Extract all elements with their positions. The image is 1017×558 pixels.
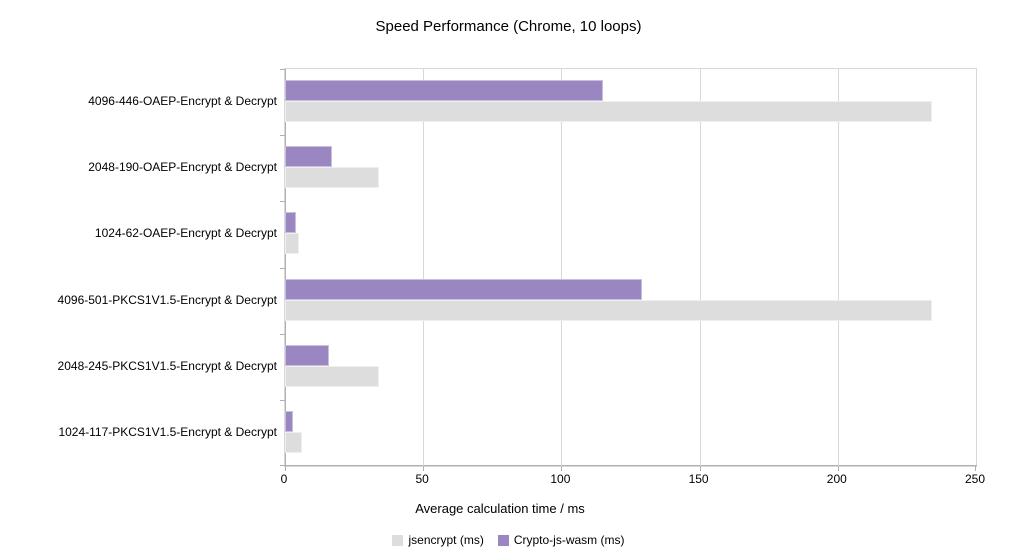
bar-crypto-js-wasm: [285, 146, 332, 167]
legend-label: Crypto-js-wasm (ms): [513, 533, 625, 547]
chart-title: Speed Performance (Chrome, 10 loops): [375, 18, 642, 35]
y-tick-mark: [280, 465, 285, 466]
legend: jsencrypt (ms) Crypto-js-wasm (ms): [0, 533, 1017, 547]
x-tick-mark-250: [975, 466, 976, 471]
y-tick-mark: [280, 400, 285, 401]
legend-label: jsencrypt (ms): [408, 533, 484, 547]
x-tick-label-250: 250: [964, 472, 986, 486]
bar-jsencrypt: [285, 101, 932, 122]
x-tick-mark-100: [561, 466, 563, 471]
y-axis-label: 2048-245-PKCS1V1.5-Encrypt & Decrypt: [57, 359, 277, 373]
bar-jsencrypt: [285, 300, 932, 321]
x-tick-mark-50: [423, 466, 425, 471]
y-tick-mark: [280, 268, 285, 269]
y-axis-label: 1024-62-OAEP-Encrypt & Decrypt: [94, 226, 277, 240]
x-axis-line: [284, 465, 977, 466]
bar-crypto-js-wasm: [285, 411, 294, 432]
y-axis-label: 4096-501-PKCS1V1.5-Encrypt & Decrypt: [57, 293, 277, 307]
bar-crypto-js-wasm: [285, 80, 603, 101]
x-tick-label-50: 50: [415, 472, 429, 486]
y-axis-label: 2048-190-OAEP-Encrypt & Decrypt: [88, 160, 277, 174]
x-axis-title: Average calculation time / ms: [415, 501, 585, 516]
y-axis-label: 1024-117-PKCS1V1.5-Encrypt & Decrypt: [58, 425, 277, 439]
y-axis-labels: 4096-446-OAEP-Encrypt & Decrypt 2048-190-…: [0, 68, 277, 465]
bar-jsencrypt: [285, 366, 379, 387]
y-tick-mark: [280, 69, 285, 70]
x-tick-mark-200: [837, 466, 839, 471]
y-tick-mark: [280, 201, 285, 202]
legend-swatch-icon: [497, 534, 509, 546]
gridline-50: [423, 69, 425, 466]
bar-crypto-js-wasm: [285, 212, 297, 233]
x-tick-label-0: 0: [280, 472, 288, 486]
bar-jsencrypt: [285, 233, 299, 254]
y-axis-line: [285, 69, 286, 466]
x-tick-label-150: 150: [688, 472, 709, 486]
gridline-100: [561, 69, 563, 466]
legend-swatch-icon: [392, 534, 404, 546]
legend-item-crypto-js-wasm: Crypto-js-wasm (ms): [497, 533, 625, 547]
x-axis-tick-labels: 0 50 100 150 200 250: [280, 472, 985, 488]
y-tick-mark: [280, 334, 285, 335]
bar-crypto-js-wasm: [285, 279, 642, 300]
x-tick-label-200: 200: [826, 472, 847, 486]
gridline-200: [837, 69, 839, 466]
bar-jsencrypt: [285, 432, 302, 453]
bar-jsencrypt: [285, 167, 379, 188]
x-tick-mark-0: [285, 466, 286, 471]
y-axis-label: 4096-446-OAEP-Encrypt & Decrypt: [88, 94, 277, 108]
x-tick-label-100: 100: [550, 472, 571, 486]
plot-area: [280, 68, 977, 471]
x-tick-mark-150: [699, 466, 701, 471]
bar-crypto-js-wasm: [285, 345, 330, 366]
y-tick-mark: [280, 135, 285, 136]
legend-item-jsencrypt: jsencrypt (ms): [392, 533, 484, 547]
gridline-150: [699, 69, 701, 466]
